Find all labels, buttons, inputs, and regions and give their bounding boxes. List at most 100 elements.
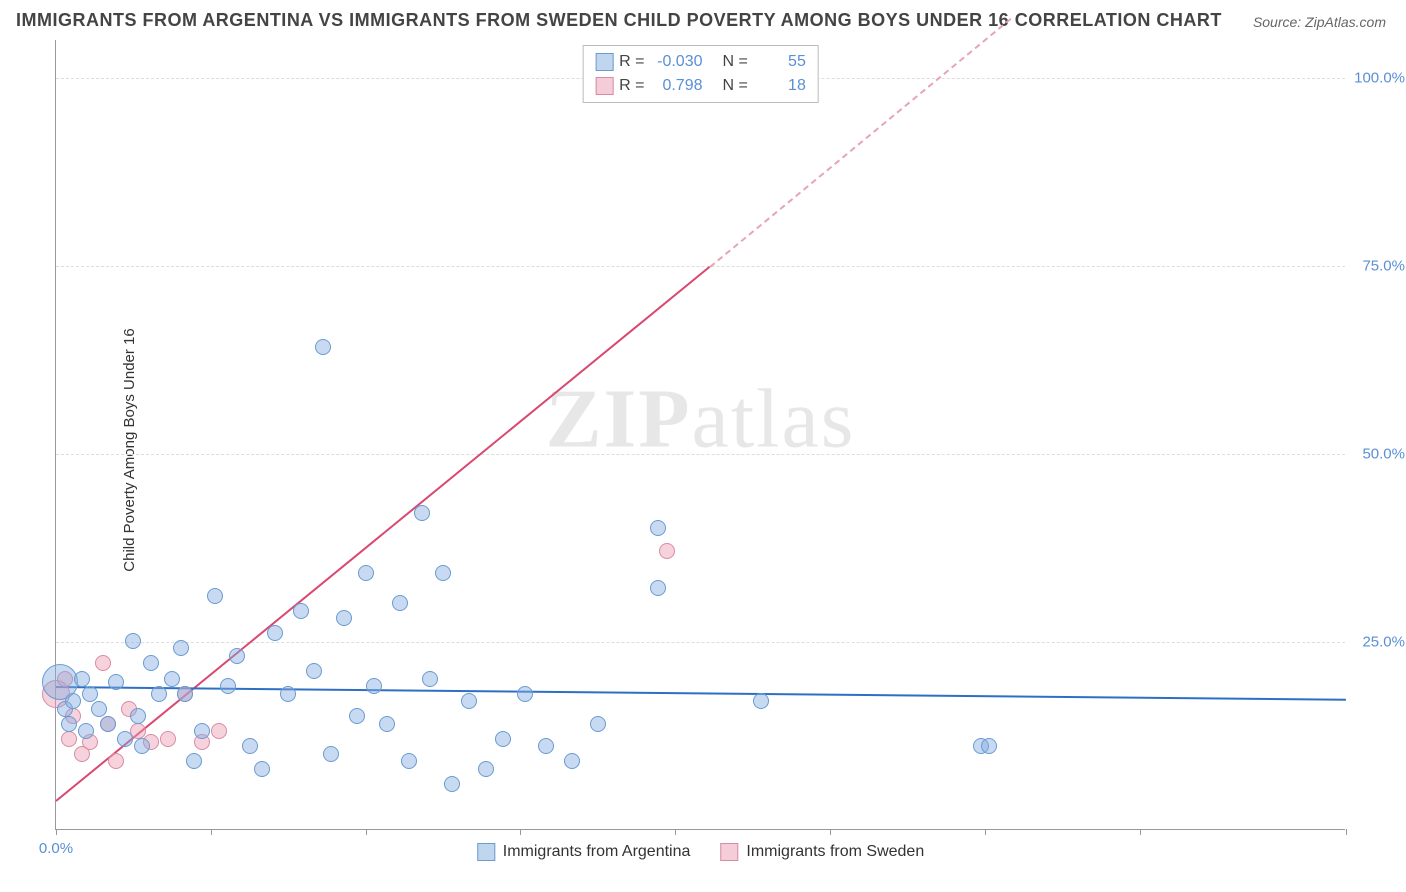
r-value: 0.798 [651,74,703,98]
scatter-point [753,693,769,709]
scatter-point [100,716,116,732]
legend-label: Immigrants from Sweden [746,843,924,861]
scatter-point [590,716,606,732]
scatter-point [323,746,339,762]
scatter-point [61,716,77,732]
legend-series: Immigrants from Argentina Immigrants fro… [477,843,924,861]
scatter-point [173,640,189,656]
scatter-point [401,753,417,769]
scatter-point [478,761,494,777]
scatter-point [74,671,90,687]
scatter-point [108,674,124,690]
scatter-point [242,738,258,754]
n-label: N = [723,50,748,74]
y-tick-label: 25.0% [1362,633,1405,650]
scatter-point [650,520,666,536]
legend-stats: R = -0.030 N = 55 R = 0.798 N = 18 [582,45,819,103]
scatter-point [293,603,309,619]
scatter-point [336,610,352,626]
scatter-point [95,655,111,671]
x-tick [1346,829,1347,835]
scatter-point [125,633,141,649]
y-tick-label: 75.0% [1362,257,1405,274]
scatter-point [82,686,98,702]
scatter-point [211,723,227,739]
scatter-point [461,693,477,709]
scatter-point [358,565,374,581]
swatch-sweden [720,843,738,861]
scatter-point [194,723,210,739]
legend-stats-row: R = -0.030 N = 55 [595,50,806,74]
scatter-point [143,655,159,671]
swatch-argentina [477,843,495,861]
scatter-point [220,678,236,694]
scatter-point [134,738,150,754]
scatter-point [78,723,94,739]
scatter-point [306,663,322,679]
scatter-point [392,595,408,611]
gridline [56,454,1345,455]
scatter-point [444,776,460,792]
scatter-point [229,648,245,664]
scatter-point [422,671,438,687]
x-tick [56,829,57,835]
scatter-point [538,738,554,754]
scatter-point [207,588,223,604]
scatter-point [517,686,533,702]
watermark: ZIPatlas [546,370,856,467]
scatter-point [151,686,167,702]
scatter-point [130,708,146,724]
scatter-point [160,731,176,747]
legend-item: Immigrants from Argentina [477,843,691,861]
scatter-point [981,738,997,754]
scatter-point [659,543,675,559]
scatter-point [61,731,77,747]
y-tick-label: 50.0% [1362,445,1405,462]
x-tick [1140,829,1141,835]
legend-item: Immigrants from Sweden [720,843,924,861]
scatter-point [435,565,451,581]
scatter-point [254,761,270,777]
n-label: N = [723,74,748,98]
source-label: Source: ZipAtlas.com [1253,14,1386,30]
y-tick-label: 100.0% [1354,69,1405,86]
scatter-point [108,753,124,769]
scatter-point [91,701,107,717]
scatter-point [117,731,133,747]
x-tick [985,829,986,835]
scatter-point [164,671,180,687]
legend-label: Immigrants from Argentina [503,843,691,861]
scatter-point [349,708,365,724]
r-label: R = [619,74,644,98]
swatch-sweden [595,77,613,95]
x-tick [520,829,521,835]
x-tick-label: 0.0% [39,840,73,857]
swatch-argentina [595,53,613,71]
scatter-point [379,716,395,732]
watermark-atlas: atlas [692,372,856,465]
plot-area: ZIPatlas R = -0.030 N = 55 R = 0.798 N =… [55,40,1345,830]
scatter-point [65,693,81,709]
x-tick [830,829,831,835]
watermark-zip: ZIP [546,372,692,465]
r-value: -0.030 [651,50,703,74]
gridline [56,266,1345,267]
chart-container: Child Poverty Among Boys Under 16 ZIPatl… [0,40,1406,860]
scatter-point [564,753,580,769]
trendline [56,686,1346,701]
n-value: 55 [754,50,806,74]
scatter-point [315,339,331,355]
scatter-point [495,731,511,747]
scatter-point [186,753,202,769]
legend-stats-row: R = 0.798 N = 18 [595,74,806,98]
scatter-point [650,580,666,596]
scatter-point [414,505,430,521]
n-value: 18 [754,74,806,98]
scatter-point [267,625,283,641]
scatter-point [177,686,193,702]
x-tick [211,829,212,835]
r-label: R = [619,50,644,74]
x-tick [675,829,676,835]
scatter-point [366,678,382,694]
x-tick [366,829,367,835]
